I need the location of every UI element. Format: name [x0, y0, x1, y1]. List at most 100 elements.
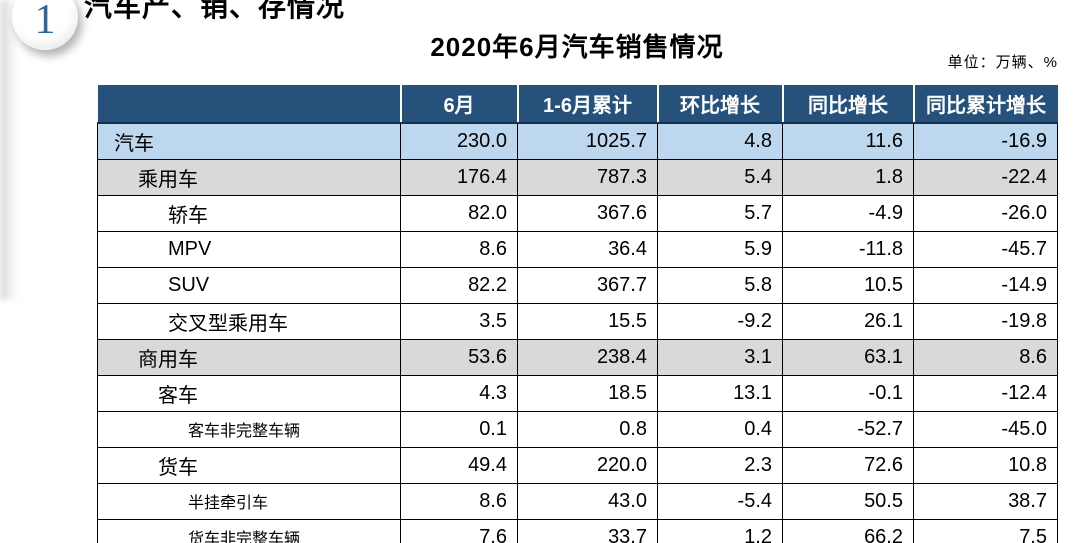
value-cell: 33.7: [517, 519, 658, 543]
value-cell: -52.7: [782, 411, 914, 448]
row-label: SUV: [97, 267, 401, 304]
table-row: 客车 4.3 18.5 13.1 -0.1 -12.4: [97, 375, 1058, 412]
table-title: 2020年6月汽车销售情况: [430, 32, 724, 62]
value-cell: 66.2: [782, 519, 914, 543]
value-cell: 238.4: [517, 339, 658, 376]
value-cell: -22.4: [913, 159, 1058, 196]
row-label: 客车: [97, 375, 401, 412]
value-cell: 8.6: [400, 231, 518, 268]
value-cell: -16.9: [913, 123, 1058, 160]
page-edge-shadow: [0, 0, 18, 300]
value-cell: -14.9: [913, 267, 1058, 304]
value-cell: 5.8: [657, 267, 783, 304]
value-cell: 63.1: [782, 339, 914, 376]
value-cell: 1025.7: [517, 123, 658, 160]
value-cell: 72.6: [782, 447, 914, 484]
table-row: 交叉型乘用车 3.5 15.5 -9.2 26.1 -19.8: [97, 303, 1058, 340]
header-row: 6月 1-6月累计 环比增长 同比增长 同比累计增长: [97, 85, 1058, 124]
value-cell: 26.1: [782, 303, 914, 340]
value-cell: 8.6: [913, 339, 1058, 376]
section-title: 汽车产、销、存情况: [84, 0, 346, 22]
row-label: 货车非完整车辆: [97, 519, 401, 543]
value-cell: 0.1: [400, 411, 518, 448]
value-cell: 1.8: [782, 159, 914, 196]
value-cell: 82.2: [400, 267, 518, 304]
value-cell: 4.3: [400, 375, 518, 412]
value-cell: 5.9: [657, 231, 783, 268]
value-cell: 367.7: [517, 267, 658, 304]
row-label: 货车: [97, 447, 401, 484]
row-label: 交叉型乘用车: [97, 303, 401, 340]
value-cell: 5.7: [657, 195, 783, 232]
value-cell: 3.5: [400, 303, 518, 340]
row-label: 乘用车: [97, 159, 401, 196]
value-cell: 15.5: [517, 303, 658, 340]
value-cell: 1.2: [657, 519, 783, 543]
value-cell: 0.8: [517, 411, 658, 448]
value-cell: -26.0: [913, 195, 1058, 232]
row-label: 客车非完整车辆: [97, 411, 401, 448]
value-cell: 787.3: [517, 159, 658, 196]
sales-table-header: 6月 1-6月累计 环比增长 同比增长 同比累计增长: [97, 85, 1058, 124]
value-cell: 230.0: [400, 123, 518, 160]
value-cell: 38.7: [913, 483, 1058, 520]
value-cell: 7.6: [400, 519, 518, 543]
table-row: 商用车 53.6 238.4 3.1 63.1 8.6: [97, 339, 1058, 376]
table-row: 货车非完整车辆 7.6 33.7 1.2 66.2 7.5: [97, 519, 1058, 543]
value-cell: 11.6: [782, 123, 914, 160]
value-cell: 43.0: [517, 483, 658, 520]
sales-table: 6月 1-6月累计 环比增长 同比增长 同比累计增长 汽车 230.0 1025.7 4.8 1…: [97, 85, 1058, 543]
value-cell: 49.4: [400, 447, 518, 484]
value-cell: 2.3: [657, 447, 783, 484]
row-label: 轿车: [97, 195, 401, 232]
row-label: 商用车: [97, 339, 401, 376]
value-cell: -0.1: [782, 375, 914, 412]
table-row: MPV 8.6 36.4 5.9 -11.8 -45.7: [97, 231, 1058, 268]
column-header: 6月: [400, 85, 519, 124]
value-cell: 50.5: [782, 483, 914, 520]
value-cell: -11.8: [782, 231, 914, 268]
column-header: [97, 85, 402, 124]
value-cell: 5.4: [657, 159, 783, 196]
value-cell: -45.7: [913, 231, 1058, 268]
table-row: 货车 49.4 220.0 2.3 72.6 10.8: [97, 447, 1058, 484]
value-cell: 10.8: [913, 447, 1058, 484]
value-cell: 36.4: [517, 231, 658, 268]
value-cell: 367.6: [517, 195, 658, 232]
column-header: 1-6月累计: [517, 85, 659, 124]
section-number-badge: 1: [12, 0, 78, 50]
unit-note: 单位：万辆、%: [947, 54, 1058, 71]
value-cell: 7.5: [913, 519, 1058, 543]
column-header: 环比增长: [657, 85, 784, 124]
sales-table-body: 汽车 230.0 1025.7 4.8 11.6 -16.9 乘用车 176.4 787.3 5.…: [97, 123, 1058, 543]
row-label: MPV: [97, 231, 401, 268]
table-row: 乘用车 176.4 787.3 5.4 1.8 -22.4: [97, 159, 1058, 196]
value-cell: 0.4: [657, 411, 783, 448]
section-number: 1: [34, 0, 56, 43]
value-cell: 8.6: [400, 483, 518, 520]
value-cell: 220.0: [517, 447, 658, 484]
table-row: 轿车 82.0 367.6 5.7 -4.9 -26.0: [97, 195, 1058, 232]
value-cell: -12.4: [913, 375, 1058, 412]
value-cell: -45.0: [913, 411, 1058, 448]
value-cell: 53.6: [400, 339, 518, 376]
value-cell: 82.0: [400, 195, 518, 232]
value-cell: -4.9: [782, 195, 914, 232]
value-cell: 4.8: [657, 123, 783, 160]
row-label: 汽车: [97, 123, 401, 160]
value-cell: -19.8: [913, 303, 1058, 340]
value-cell: 18.5: [517, 375, 658, 412]
value-cell: 13.1: [657, 375, 783, 412]
column-header: 同比增长: [782, 85, 915, 124]
table-row: SUV 82.2 367.7 5.8 10.5 -14.9: [97, 267, 1058, 304]
table-row: 客车非完整车辆 0.1 0.8 0.4 -52.7 -45.0: [97, 411, 1058, 448]
value-cell: 10.5: [782, 267, 914, 304]
table-row: 半挂牵引车 8.6 43.0 -5.4 50.5 38.7: [97, 483, 1058, 520]
column-header: 同比累计增长: [913, 85, 1058, 124]
value-cell: -9.2: [657, 303, 783, 340]
row-label: 半挂牵引车: [97, 483, 401, 520]
table-row: 汽车 230.0 1025.7 4.8 11.6 -16.9: [97, 123, 1058, 160]
value-cell: -5.4: [657, 483, 783, 520]
value-cell: 176.4: [400, 159, 518, 196]
